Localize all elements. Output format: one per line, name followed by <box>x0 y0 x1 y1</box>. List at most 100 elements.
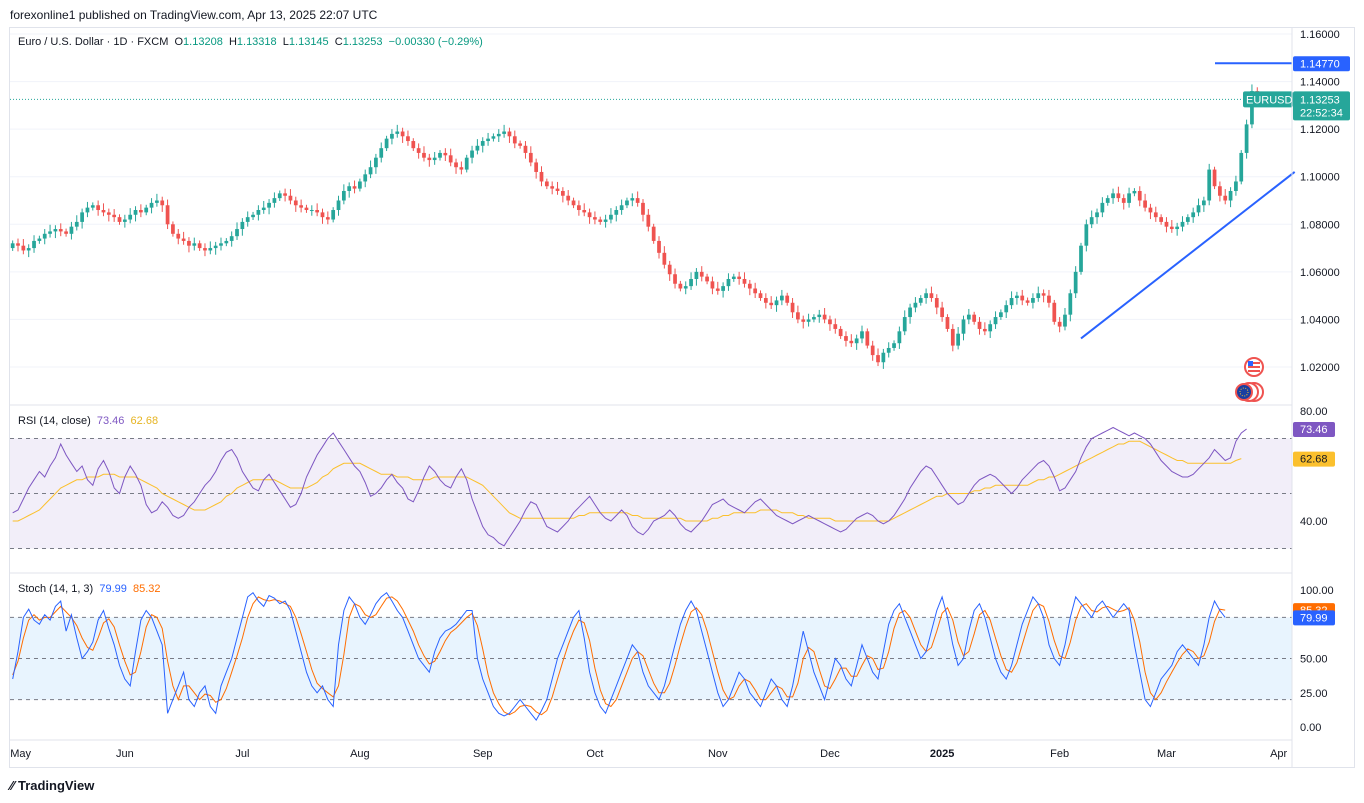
candle-body <box>1218 186 1222 196</box>
candle-body <box>491 136 496 139</box>
candle-body <box>587 212 592 218</box>
candle-body <box>208 248 213 251</box>
candle-body <box>555 188 560 191</box>
candle-body <box>769 302 774 306</box>
candle-body <box>1169 226 1174 230</box>
price-pane[interactable]: 1.16000 1.14000 1.12000 1.10000 1.08000 1.060… <box>10 29 1350 406</box>
candle-body <box>288 195 293 201</box>
candle-body <box>80 212 84 222</box>
candle-body <box>790 302 795 313</box>
candle-body <box>1105 198 1110 203</box>
candle-body <box>1063 314 1067 327</box>
candle-body <box>245 217 250 222</box>
uptrend-line <box>1080 171 1296 340</box>
candle-body <box>966 314 971 320</box>
candle-body <box>742 278 747 284</box>
candle-body <box>1052 302 1057 322</box>
candle-body <box>715 288 720 291</box>
stoch-tick-label: 25.00 <box>1300 688 1328 700</box>
candle-body <box>352 186 357 189</box>
candle-body <box>828 319 832 325</box>
us-flag-icon[interactable] <box>1244 357 1264 377</box>
candle-body <box>235 229 239 237</box>
rsi-ma-badge-text: 62.68 <box>1300 454 1328 466</box>
candle-body <box>999 312 1003 318</box>
candle-body <box>133 210 138 215</box>
rsi-value-badge <box>1293 421 1335 437</box>
low-label: L <box>282 36 289 48</box>
stoch-k-badge <box>1293 610 1335 626</box>
candle-body <box>689 278 693 287</box>
candle-body <box>1196 205 1201 213</box>
rsi-ma-badge <box>1293 451 1335 467</box>
price-tick-label: 1.16000 <box>1300 29 1340 41</box>
candle-body <box>1201 200 1206 206</box>
published-by-line: forexonline1 published on TradingView.co… <box>10 8 378 22</box>
candle-body <box>293 200 298 206</box>
candle-body <box>1132 190 1137 194</box>
candle-body <box>1180 221 1185 227</box>
candle-body <box>454 162 458 168</box>
candle-body <box>176 233 181 239</box>
time-axis[interactable]: May Jun Jul Aug Sep Oct Nov Dec 2025 Feb Mar Apr <box>10 748 1287 760</box>
candle-body <box>726 278 731 287</box>
candle-body <box>1239 152 1244 182</box>
candle-body <box>416 148 421 153</box>
candle-body <box>363 174 368 182</box>
rsi-pane[interactable]: 80.00 40.00 73.46 62.68 <box>10 406 1335 574</box>
candle-body <box>128 214 133 220</box>
candle-body <box>523 145 528 153</box>
low-value: 1.13145 <box>288 36 329 48</box>
candle-body <box>1116 193 1121 199</box>
candle-body <box>85 207 90 213</box>
rsi-label[interactable]: RSI (14, close) <box>18 415 91 427</box>
candle-body <box>1095 212 1099 218</box>
stoch-label[interactable]: Stoch (14, 1, 3) <box>18 583 94 595</box>
stoch-tick-label: 100.00 <box>1300 585 1334 597</box>
time-tick-label: Jun <box>116 748 134 760</box>
candle-body <box>619 205 624 211</box>
candle-body <box>897 331 902 344</box>
candle-body <box>598 219 603 222</box>
candle-body <box>630 198 635 201</box>
candle-body <box>774 300 779 306</box>
candle-body <box>171 224 175 234</box>
candle-body <box>10 243 15 249</box>
candle-body <box>683 286 688 289</box>
eu-flag-icon[interactable] <box>1235 382 1264 402</box>
symbol-name[interactable]: Euro / U.S. Dollar · 1D · FXCM <box>18 36 169 48</box>
time-tick-label: Apr <box>1270 748 1287 760</box>
candle-body <box>1143 200 1147 208</box>
candle-body <box>881 352 886 363</box>
candle-body <box>315 210 320 213</box>
time-tick-label: Jul <box>235 748 249 760</box>
candle-body <box>1228 190 1233 201</box>
candle-body <box>934 298 939 308</box>
candle-body <box>1031 298 1035 303</box>
time-tick-label: 2025 <box>930 748 954 760</box>
candle-body <box>731 276 736 279</box>
candle-body <box>721 286 725 291</box>
tradingview-logo[interactable]: ⁄⁄ TradingView <box>10 778 94 793</box>
candle-body <box>277 193 282 199</box>
event-flags[interactable] <box>1235 357 1264 402</box>
candle-body <box>400 131 405 137</box>
stoch-pane[interactable]: 100.00 50.00 25.00 0.00 85.32 79.99 <box>10 28 1335 767</box>
candle-body <box>480 141 485 146</box>
candle-body <box>486 138 490 142</box>
price-tick-label: 1.12000 <box>1300 124 1340 136</box>
rsi-tick-label: 80.00 <box>1300 406 1328 418</box>
candle-body <box>374 157 378 168</box>
candle-body <box>1079 245 1083 272</box>
high-value: 1.13318 <box>236 36 277 48</box>
candle-body <box>833 324 838 329</box>
time-tick-label: Aug <box>350 748 370 760</box>
candle-body <box>155 200 159 203</box>
candle-body <box>32 240 36 249</box>
candle-body <box>1164 221 1169 227</box>
candle-body <box>635 198 640 203</box>
candle-body <box>512 136 517 144</box>
time-tick-label: May <box>10 748 31 760</box>
candle-body <box>283 193 287 196</box>
